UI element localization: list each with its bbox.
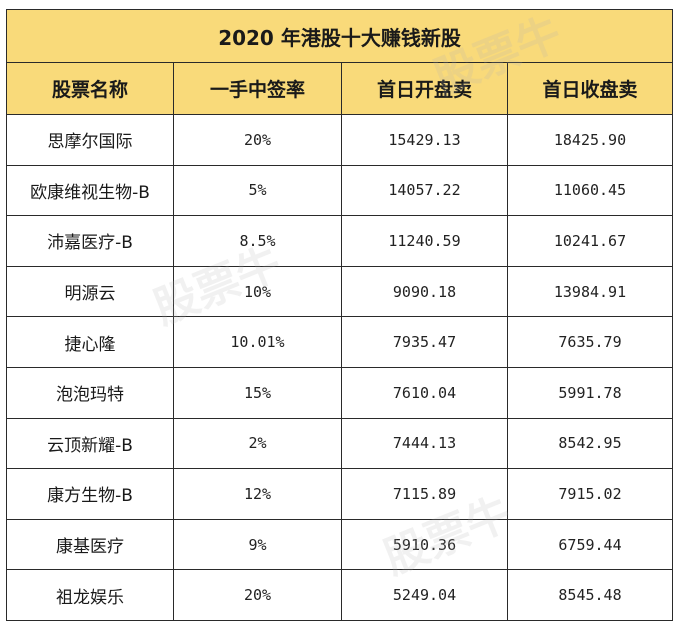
table-row: 捷心隆 10.01% 7935.47 7635.79 — [6, 316, 674, 368]
cell-win-rate: 20% — [173, 114, 342, 166]
cell-first-day-close: 6759.44 — [506, 518, 674, 571]
cell-win-rate: 20% — [173, 569, 342, 621]
cell-first-day-close: 13984.91 — [506, 265, 674, 318]
table-title: 2020 年港股十大赚钱新股 — [5, 9, 674, 63]
cell-win-rate: 10% — [173, 265, 342, 318]
table-row: 明源云 10% 9090.18 13984.91 — [6, 265, 674, 318]
cell-first-day-close: 7915.02 — [506, 468, 674, 520]
cell-stock-name: 欧康维视生物-B — [6, 164, 174, 217]
cell-stock-name: 云顶新耀-B — [6, 417, 174, 470]
cell-first-day-open: 14057.22 — [341, 164, 508, 217]
title-row: 2020 年港股十大赚钱新股 — [5, 9, 674, 63]
cell-first-day-close: 7635.79 — [506, 316, 674, 368]
header-win-rate: 一手中签率 — [173, 62, 342, 115]
cell-first-day-open: 7444.13 — [341, 417, 508, 470]
cell-first-day-close: 10241.67 — [506, 215, 674, 267]
cell-win-rate: 9% — [173, 518, 342, 571]
cell-win-rate: 15% — [173, 366, 342, 419]
cell-stock-name: 思摩尔国际 — [6, 114, 174, 166]
cell-first-day-open: 15429.13 — [341, 114, 508, 166]
cell-first-day-close: 11060.45 — [506, 164, 674, 217]
cell-first-day-open: 11240.59 — [341, 215, 508, 267]
cell-stock-name: 康方生物-B — [6, 468, 174, 520]
cell-stock-name: 泡泡玛特 — [6, 366, 174, 419]
header-stock-name: 股票名称 — [6, 62, 174, 115]
header-row: 股票名称 一手中签率 首日开盘卖 首日收盘卖 — [6, 62, 674, 115]
header-first-day-open: 首日开盘卖 — [341, 62, 508, 115]
cell-stock-name: 祖龙娱乐 — [6, 569, 174, 621]
table-row: 欧康维视生物-B 5% 14057.22 11060.45 — [6, 164, 674, 217]
cell-stock-name: 康基医疗 — [6, 518, 174, 571]
cell-first-day-open: 5249.04 — [341, 569, 508, 621]
table-body: 思摩尔国际 20% 15429.13 18425.90 欧康维视生物-B 5% 14057.… — [6, 114, 674, 621]
cell-stock-name: 明源云 — [6, 265, 174, 318]
cell-first-day-close: 5991.78 — [506, 366, 674, 419]
table-row: 泡泡玛特 15% 7610.04 5991.78 — [6, 366, 674, 419]
cell-first-day-open: 7610.04 — [341, 366, 508, 419]
table-container: 2020 年港股十大赚钱新股 股票名称 一手中签率 首日开盘卖 首日收盘卖 思摩… — [5, 9, 674, 621]
cell-win-rate: 12% — [173, 468, 342, 520]
table-row: 思摩尔国际 20% 15429.13 18425.90 — [6, 114, 674, 166]
cell-first-day-open: 7935.47 — [341, 316, 508, 368]
table-row: 云顶新耀-B 2% 7444.13 8542.95 — [6, 417, 674, 470]
header-first-day-close: 首日收盘卖 — [506, 62, 674, 115]
cell-win-rate: 8.5% — [173, 215, 342, 267]
cell-first-day-open: 7115.89 — [341, 468, 508, 520]
table-row: 康方生物-B 12% 7115.89 7915.02 — [6, 468, 674, 520]
ipo-table: 2020 年港股十大赚钱新股 股票名称 一手中签率 首日开盘卖 首日收盘卖 思摩… — [5, 9, 674, 621]
cell-first-day-open: 9090.18 — [341, 265, 508, 318]
cell-first-day-close: 18425.90 — [506, 114, 674, 166]
cell-stock-name: 沛嘉医疗-B — [6, 215, 174, 267]
cell-win-rate: 2% — [173, 417, 342, 470]
table-row: 康基医疗 9% 5910.36 6759.44 — [6, 518, 674, 571]
cell-win-rate: 5% — [173, 164, 342, 217]
table-row: 沛嘉医疗-B 8.5% 11240.59 10241.67 — [6, 215, 674, 267]
table-row: 祖龙娱乐 20% 5249.04 8545.48 — [6, 569, 674, 621]
cell-first-day-close: 8545.48 — [506, 569, 674, 621]
cell-win-rate: 10.01% — [173, 316, 342, 368]
cell-first-day-close: 8542.95 — [506, 417, 674, 470]
cell-first-day-open: 5910.36 — [341, 518, 508, 571]
cell-stock-name: 捷心隆 — [6, 316, 174, 368]
